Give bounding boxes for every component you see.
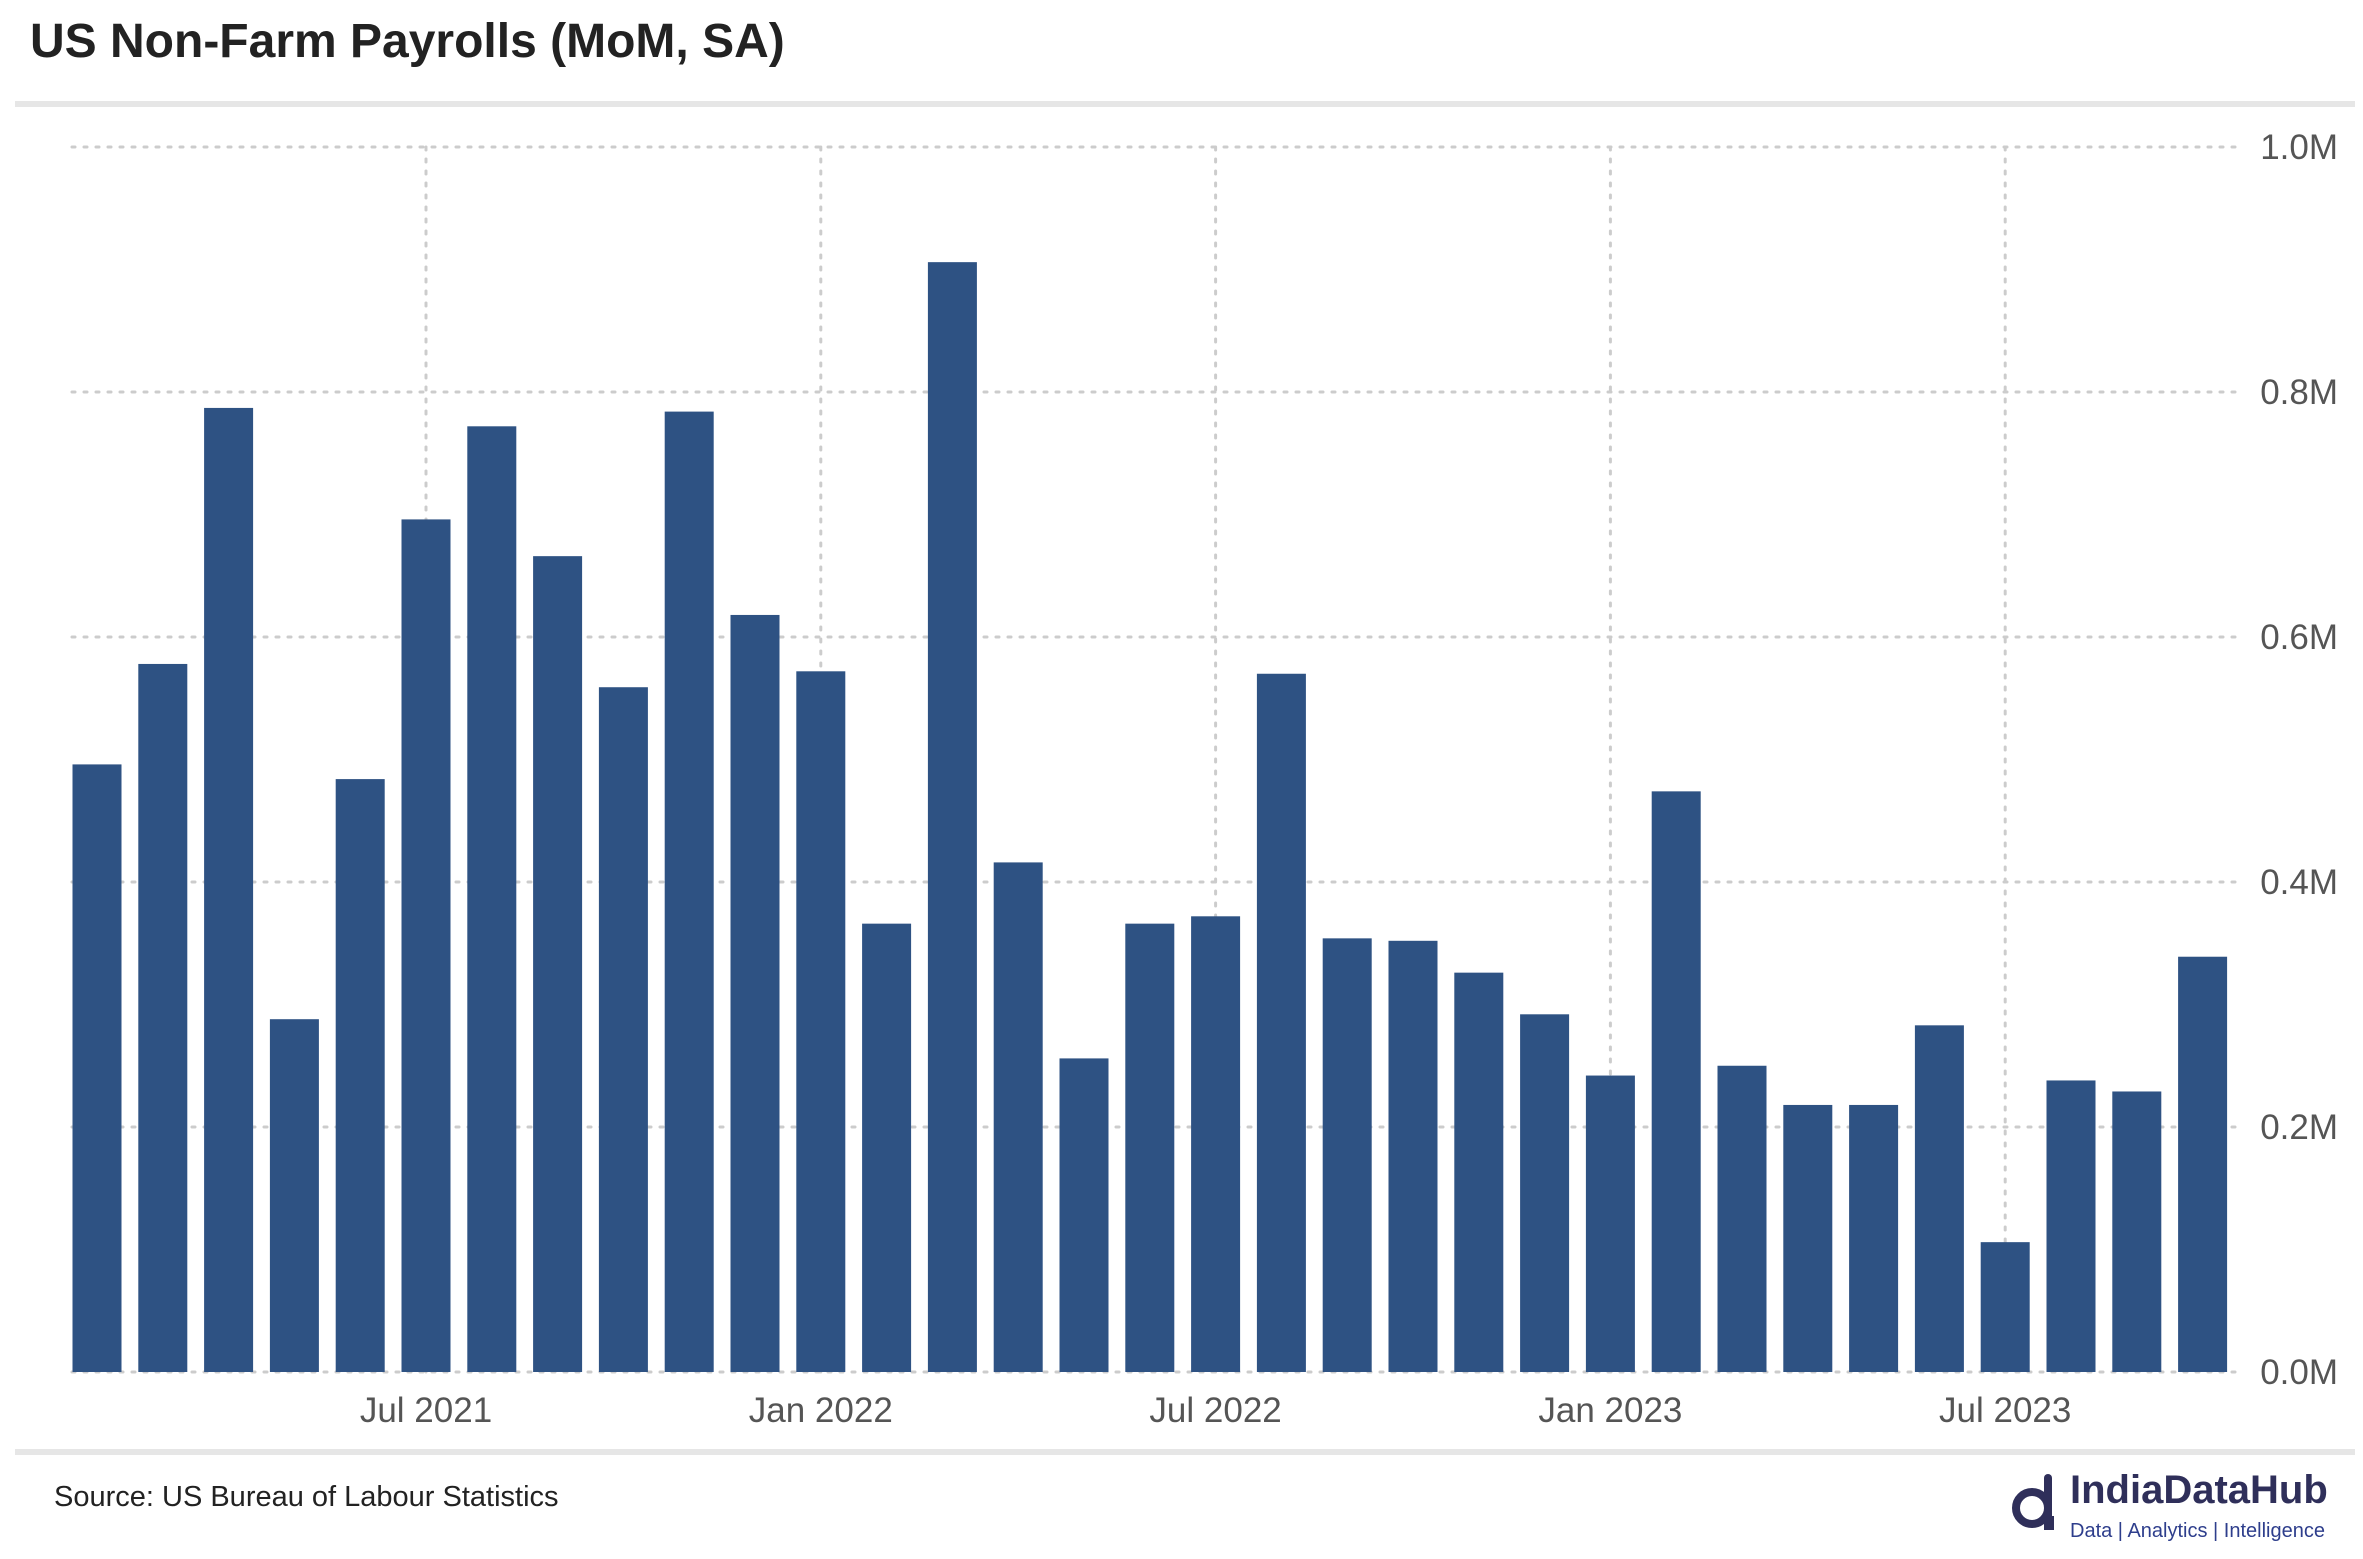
bar-jan-2023 bbox=[1585, 1075, 1635, 1372]
bar-jul-2022 bbox=[1191, 916, 1241, 1372]
bar-jul-2023 bbox=[1980, 1242, 2030, 1372]
bar-jun-2021 bbox=[335, 779, 385, 1372]
bar-aug-2021 bbox=[467, 426, 517, 1372]
bar-aug-2023 bbox=[2046, 1080, 2096, 1372]
y-tick-label: 0.4M bbox=[2260, 863, 2338, 902]
bar-dec-2021 bbox=[730, 614, 780, 1372]
y-tick-label: 0.2M bbox=[2260, 1108, 2338, 1147]
x-tick-label: Jul 2022 bbox=[1149, 1391, 1281, 1430]
brand-name: IndiaDataHub bbox=[2070, 1468, 2328, 1512]
bar-sep-2023 bbox=[2112, 1091, 2162, 1372]
x-axis-labels: Jul 2021 Jan 2022 Jul 2022 Jan 2023 Jul 2023 bbox=[360, 1391, 2072, 1430]
bar-jun-2023 bbox=[1914, 1025, 1964, 1372]
chart-title: US Non-Farm Payrolls (MoM, SA) bbox=[30, 15, 785, 68]
d-logo-icon bbox=[2012, 1474, 2054, 1530]
bar-jul-2021 bbox=[401, 519, 451, 1372]
bar-sep-2021 bbox=[533, 556, 583, 1372]
y-tick-label: 0.0M bbox=[2260, 1353, 2338, 1392]
bar-mar-2022 bbox=[927, 262, 977, 1372]
bar-sep-2022 bbox=[1322, 938, 1372, 1372]
bar-oct-2021 bbox=[598, 687, 648, 1372]
bar-apr-2021 bbox=[204, 407, 254, 1372]
brand-logo: IndiaDataHub Data | Analytics | Intellig… bbox=[2010, 1458, 2350, 1554]
y-tick-label: 1.0M bbox=[2260, 128, 2338, 167]
bar-may-2022 bbox=[1059, 1058, 1109, 1372]
bar-oct-2023 bbox=[2178, 956, 2228, 1372]
bar-jan-2022 bbox=[796, 671, 846, 1372]
bar-may-2021 bbox=[269, 1019, 319, 1372]
x-tick-label: Jul 2021 bbox=[360, 1391, 492, 1430]
bar-feb-2022 bbox=[862, 923, 912, 1372]
bar-oct-2022 bbox=[1388, 940, 1438, 1372]
y-axis-labels: 0.0M 0.2M 0.4M 0.6M 0.8M 1.0M bbox=[2260, 128, 2338, 1392]
x-tick-label: Jul 2023 bbox=[1939, 1391, 2071, 1430]
bar-layer bbox=[72, 262, 2228, 1373]
bar-mar-2021 bbox=[138, 663, 188, 1372]
footer-divider bbox=[15, 1449, 2355, 1455]
bar-feb-2021 bbox=[72, 764, 122, 1372]
y-tick-label: 0.6M bbox=[2260, 618, 2338, 657]
bar-apr-2023 bbox=[1783, 1104, 1833, 1372]
header-divider bbox=[15, 101, 2355, 107]
bar-nov-2022 bbox=[1454, 972, 1504, 1372]
source-note: Source: US Bureau of Labour Statistics bbox=[54, 1481, 559, 1513]
bar-dec-2022 bbox=[1520, 1014, 1570, 1372]
brand-tagline: Data | Analytics | Intelligence bbox=[2070, 1520, 2325, 1542]
x-tick-label: Jan 2023 bbox=[1538, 1391, 1682, 1430]
bar-mar-2023 bbox=[1717, 1065, 1767, 1372]
bar-may-2023 bbox=[1849, 1104, 1899, 1372]
bar-aug-2022 bbox=[1256, 673, 1306, 1372]
bar-nov-2021 bbox=[664, 411, 714, 1373]
bar-feb-2023 bbox=[1651, 791, 1701, 1372]
x-tick-label: Jan 2022 bbox=[749, 1391, 893, 1430]
bar-jun-2022 bbox=[1125, 923, 1175, 1372]
bar-apr-2022 bbox=[993, 862, 1043, 1372]
y-tick-label: 0.8M bbox=[2260, 373, 2338, 412]
